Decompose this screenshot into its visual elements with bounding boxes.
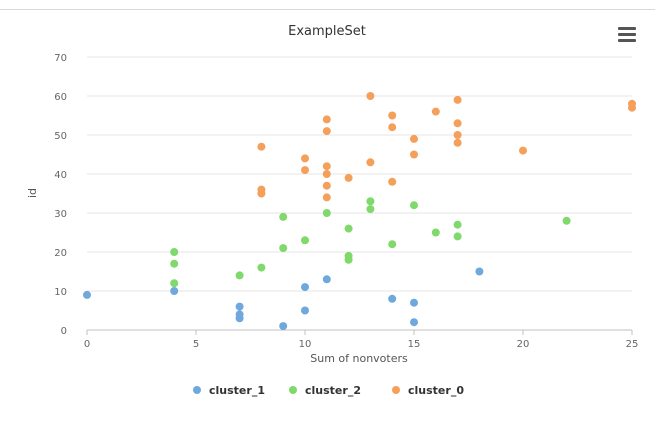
data-point-cluster_0[interactable] — [410, 150, 418, 159]
data-point-cluster_0[interactable] — [322, 115, 331, 124]
y-tick-label: 10 — [54, 287, 67, 298]
data-point-cluster_0[interactable] — [453, 95, 462, 104]
data-point-cluster_1[interactable] — [301, 283, 309, 292]
chart-menu-button[interactable] — [614, 24, 640, 46]
y-tick-label: 20 — [54, 248, 67, 259]
data-point-cluster_1[interactable] — [235, 302, 244, 311]
data-point-cluster_0[interactable] — [322, 181, 331, 190]
data-point-cluster_0[interactable] — [322, 162, 331, 171]
legend-marker — [193, 386, 201, 394]
x-tick-label: 5 — [193, 339, 199, 350]
legend: cluster_1 cluster_2 cluster_0 — [193, 384, 464, 397]
data-point-cluster_2[interactable] — [388, 240, 397, 249]
data-point-cluster_1[interactable] — [301, 306, 309, 315]
data-point-cluster_1[interactable] — [475, 267, 484, 276]
data-point-cluster_0[interactable] — [322, 127, 331, 136]
legend-item-cluster_0[interactable]: cluster_0 — [408, 384, 464, 397]
data-point-cluster_0[interactable] — [301, 154, 309, 163]
legend-item-cluster_2[interactable]: cluster_2 — [305, 384, 361, 397]
y-tick-label: 30 — [54, 209, 67, 220]
data-point-cluster_0[interactable] — [453, 119, 462, 128]
data-point-cluster_0[interactable] — [322, 193, 331, 202]
data-points — [83, 92, 636, 331]
menu-icon-bar — [618, 27, 636, 30]
menu-icon-bar — [618, 33, 636, 36]
x-tick-label: 25 — [626, 339, 639, 350]
data-point-cluster_2[interactable] — [235, 271, 244, 280]
chart-title: ExampleSet — [288, 24, 366, 39]
data-point-cluster_0[interactable] — [388, 177, 397, 186]
data-point-cluster_1[interactable] — [279, 322, 288, 331]
data-point-cluster_0[interactable] — [344, 173, 353, 182]
grid-lines — [87, 56, 632, 331]
y-tick-label: 60 — [54, 92, 67, 103]
data-point-cluster_0[interactable] — [257, 189, 266, 198]
legend-marker — [289, 386, 297, 394]
data-point-cluster_0[interactable] — [301, 166, 309, 175]
x-axis-label: Sum of nonvoters — [310, 352, 408, 365]
data-point-cluster_0[interactable] — [257, 142, 266, 151]
data-point-cluster_2[interactable] — [344, 255, 353, 264]
data-point-cluster_0[interactable] — [366, 92, 375, 100]
data-point-cluster_0[interactable] — [453, 138, 462, 147]
y-tick-label: 40 — [54, 170, 67, 181]
x-tick-label: 20 — [517, 339, 530, 350]
data-point-cluster_0[interactable] — [366, 158, 375, 167]
data-point-cluster_2[interactable] — [344, 224, 353, 233]
menu-icon-bar — [618, 39, 636, 42]
data-point-cluster_2[interactable] — [279, 212, 288, 221]
legend-item-cluster_1[interactable]: cluster_1 — [209, 384, 265, 397]
data-point-cluster_0[interactable] — [431, 107, 440, 116]
top-divider — [0, 9, 655, 10]
legend-marker — [392, 386, 400, 394]
data-point-cluster_2[interactable] — [453, 220, 462, 229]
data-point-cluster_2[interactable] — [431, 228, 440, 237]
data-point-cluster_0[interactable] — [322, 170, 331, 178]
data-point-cluster_2[interactable] — [453, 232, 462, 241]
y-tick-label: 0 — [61, 326, 67, 337]
data-point-cluster_0[interactable] — [410, 134, 418, 143]
data-point-cluster_2[interactable] — [366, 197, 375, 206]
x-tick-label: 10 — [299, 339, 312, 350]
x-tick-label: 0 — [84, 339, 90, 350]
data-point-cluster_0[interactable] — [628, 103, 636, 112]
data-point-cluster_2[interactable] — [170, 279, 179, 288]
data-point-cluster_1[interactable] — [410, 298, 418, 307]
data-point-cluster_2[interactable] — [410, 201, 418, 210]
data-point-cluster_1[interactable] — [170, 287, 179, 295]
data-point-cluster_1[interactable] — [322, 275, 331, 284]
data-point-cluster_2[interactable] — [170, 248, 179, 256]
data-point-cluster_1[interactable] — [235, 314, 244, 323]
axes: 0 10 20 30 40 50 60 70 0 5 10 15 20 25 — [54, 53, 638, 350]
data-point-cluster_2[interactable] — [562, 216, 571, 225]
data-point-cluster_0[interactable] — [453, 131, 462, 139]
data-point-cluster_2[interactable] — [366, 205, 375, 214]
data-point-cluster_2[interactable] — [257, 263, 266, 272]
data-point-cluster_2[interactable] — [301, 236, 309, 245]
data-point-cluster_2[interactable] — [279, 244, 288, 253]
data-point-cluster_0[interactable] — [388, 123, 397, 132]
data-point-cluster_2[interactable] — [170, 259, 179, 268]
data-point-cluster_1[interactable] — [83, 290, 91, 299]
data-point-cluster_2[interactable] — [322, 209, 331, 217]
data-point-cluster_0[interactable] — [519, 146, 527, 155]
data-point-cluster_1[interactable] — [410, 318, 418, 327]
x-tick-label: 15 — [408, 339, 421, 350]
y-tick-label: 70 — [54, 53, 67, 64]
y-axis-label: id — [26, 188, 39, 198]
y-tick-label: 50 — [54, 131, 67, 142]
data-point-cluster_1[interactable] — [388, 294, 397, 303]
data-point-cluster_0[interactable] — [388, 111, 397, 120]
